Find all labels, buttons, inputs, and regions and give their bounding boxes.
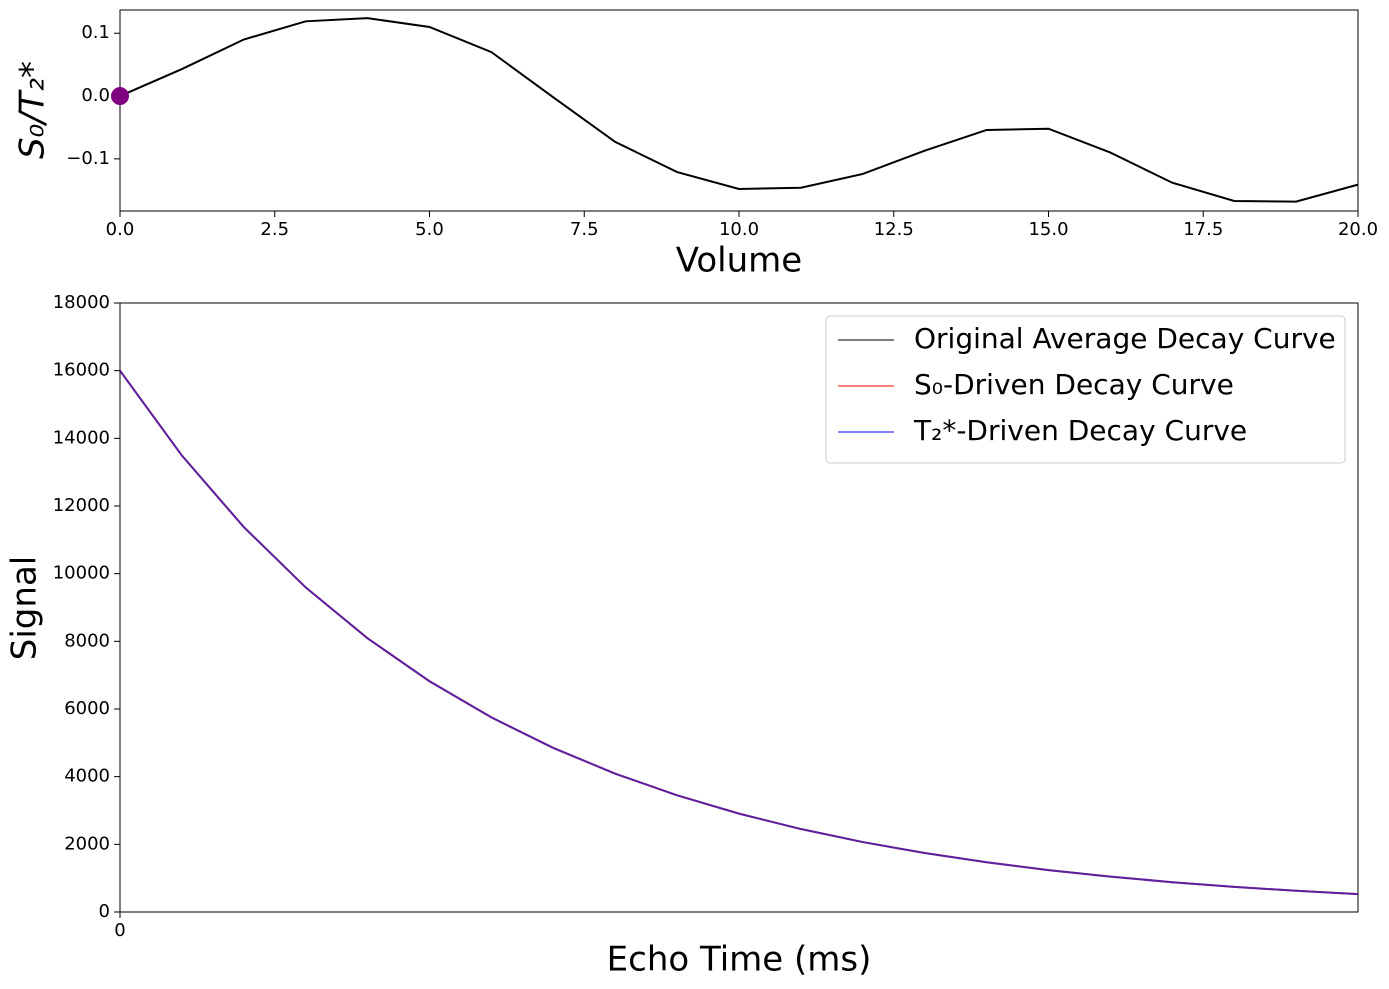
y-tick-label: 12000: [53, 495, 110, 516]
x-tick-label: 0.0: [106, 219, 135, 240]
legend-label: T₂*-Driven Decay Curve: [913, 414, 1247, 447]
y-tick-label: 0.0: [81, 85, 110, 106]
x-tick-label: 5.0: [415, 219, 444, 240]
legend: Original Average Decay Curve S₀-Driven De…: [825, 315, 1346, 464]
x-tick-label: 7.5: [570, 219, 599, 240]
legend-label: S₀-Driven Decay Curve: [914, 368, 1234, 401]
y-tick-label: 16000: [53, 360, 110, 381]
plot-frame: [119, 9, 1359, 212]
y-tick-label: 0: [99, 901, 110, 922]
x-axis-label: Volume: [676, 241, 802, 281]
x-tick-label: 20.0: [1338, 219, 1378, 240]
y-tick-label: 2000: [64, 833, 110, 854]
x-tick-label: 10.0: [719, 219, 759, 240]
y-tick-label: 18000: [53, 292, 110, 313]
y-tick-label: 6000: [64, 698, 110, 719]
y-tick-label: 10000: [53, 563, 110, 584]
y-tick-label: 8000: [64, 630, 110, 651]
x-tick-label: 17.5: [1183, 219, 1223, 240]
x-tick-label: 12.5: [874, 219, 914, 240]
y-axis-label: S₀/T₂*: [13, 61, 53, 159]
plot-frame: [119, 302, 1359, 913]
axes: 00 2000 4000 6000 8000 10000 12000 14000 16000 18…: [5, 292, 1359, 980]
highlight-point: [111, 87, 129, 106]
legend-label: Original Average Decay Curve: [914, 322, 1336, 355]
x-tick-label: 2.5: [260, 219, 289, 240]
data-line: [119, 370, 1359, 896]
axes: 0.0 2.5 5.0 7.5 10.0 12.5 15.0 17.5 20.0 −0.1 0.0 0…: [13, 9, 1378, 281]
x-axis-label: Echo Time (ms): [607, 940, 872, 980]
y-tick-label: −0.1: [66, 148, 110, 169]
x-tick-label: 15.0: [1028, 219, 1068, 240]
y-tick-label: 14000: [53, 427, 110, 448]
x-tick-label: 0: [114, 920, 125, 941]
y-tick-label: 4000: [64, 766, 110, 787]
y-tick-label: 0.1: [81, 22, 110, 43]
data-line: [119, 17, 1359, 203]
legend-box: [825, 315, 1346, 464]
y-axis-label: Signal: [5, 556, 45, 660]
